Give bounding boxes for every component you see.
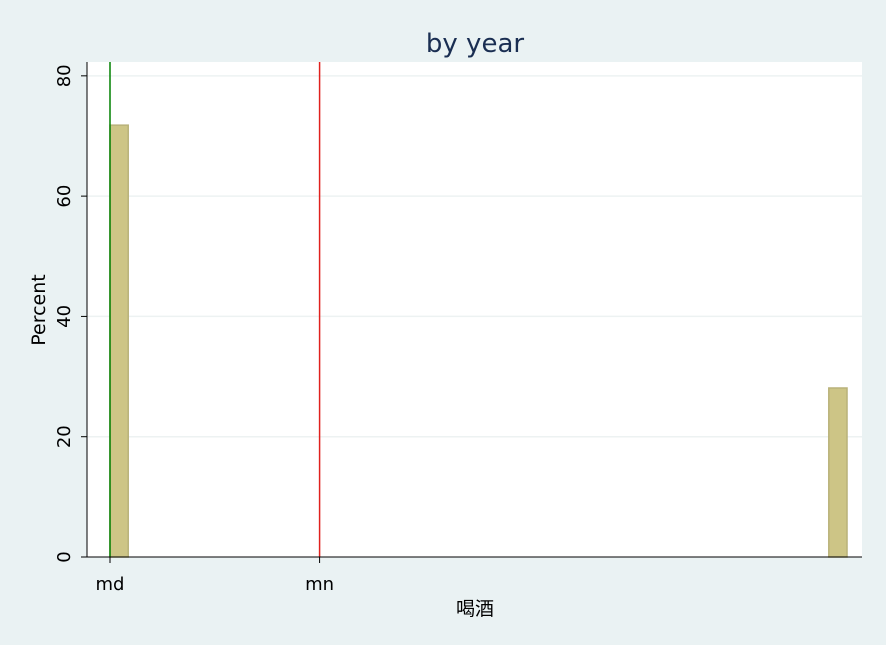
x-axis-title: 喝酒: [456, 598, 494, 620]
y-tick-label-20: 20: [54, 425, 75, 448]
bar-2: [828, 387, 848, 558]
x-tick-label-md: md: [96, 574, 125, 595]
reference-lines: [109, 62, 321, 557]
y-tick-label-40: 40: [54, 305, 75, 328]
y-axis-ticks: 0 20 40 60 80: [54, 64, 87, 563]
y-axis-title: Percent: [28, 274, 50, 346]
chart-title: by year: [426, 29, 524, 59]
y-tick-label-60: 60: [54, 185, 75, 208]
bars: [109, 124, 848, 558]
x-tick-label-mn: mn: [305, 574, 334, 595]
y-tick-label-0: 0: [54, 551, 75, 562]
grid-lines: [87, 75, 862, 438]
y-tick-label-80: 80: [54, 64, 75, 87]
plot-area: [87, 62, 862, 557]
x-axis-ticks: md mn: [96, 557, 334, 595]
bar-1: [109, 124, 129, 558]
